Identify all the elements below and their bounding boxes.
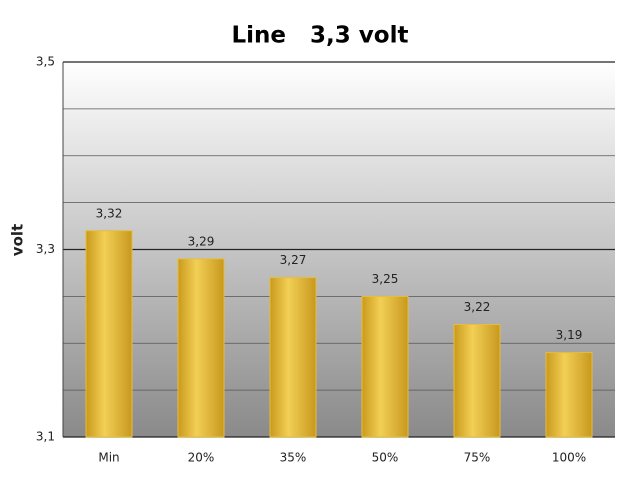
bar <box>177 258 225 438</box>
value-label: 3,32 <box>96 206 123 220</box>
x-tick-label: 75% <box>464 451 491 465</box>
bar <box>85 230 133 438</box>
x-tick-label: 20% <box>188 451 215 465</box>
value-label: 3,22 <box>464 300 491 314</box>
value-label: 3,19 <box>556 328 583 342</box>
value-label: 3,25 <box>372 272 399 286</box>
chart-title: Line 3,3 volt <box>232 23 409 49</box>
x-tick-label: Min <box>98 451 119 465</box>
y-tick-label: 3,5 <box>36 55 55 69</box>
value-label: 3,27 <box>280 253 307 267</box>
bar <box>453 324 501 438</box>
bar <box>361 295 409 438</box>
x-tick-label: 50% <box>372 451 399 465</box>
x-tick-label: 35% <box>280 451 307 465</box>
y-tick-label: 3,3 <box>36 242 55 256</box>
bar <box>545 352 593 438</box>
x-tick-label: 100% <box>552 451 586 465</box>
bar <box>269 277 317 438</box>
y-axis-label: volt <box>9 224 27 256</box>
value-label: 3,29 <box>188 234 215 248</box>
y-tick-label: 3,1 <box>36 430 55 444</box>
